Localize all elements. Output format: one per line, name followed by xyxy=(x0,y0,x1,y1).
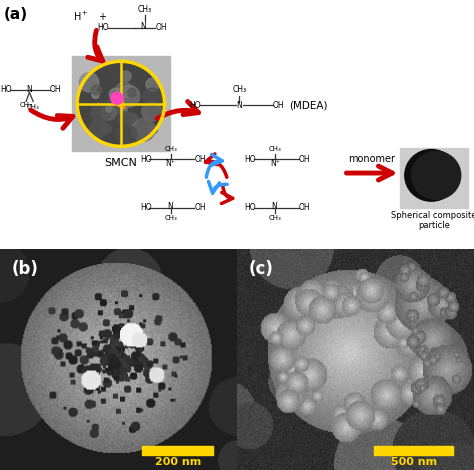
Text: HO: HO xyxy=(140,203,152,212)
Text: HO: HO xyxy=(97,23,109,32)
Circle shape xyxy=(118,112,133,126)
Circle shape xyxy=(405,149,458,201)
Bar xyxy=(400,148,468,208)
Circle shape xyxy=(146,78,159,91)
Text: OH: OH xyxy=(155,23,167,32)
Circle shape xyxy=(143,88,162,106)
Circle shape xyxy=(91,85,101,95)
Circle shape xyxy=(90,121,107,137)
Bar xyxy=(142,446,213,454)
Circle shape xyxy=(102,99,120,117)
Text: 500 nm: 500 nm xyxy=(391,457,437,467)
Text: OH: OH xyxy=(299,155,310,164)
Text: CH₃: CH₃ xyxy=(164,215,177,221)
Text: N: N xyxy=(27,85,32,94)
Circle shape xyxy=(117,125,137,145)
Text: monomer: monomer xyxy=(348,154,396,164)
Text: H$^+$   +: H$^+$ + xyxy=(73,9,108,23)
Text: N⁺: N⁺ xyxy=(166,159,175,168)
Text: OH: OH xyxy=(50,86,62,94)
Circle shape xyxy=(120,71,131,81)
Text: (MDEA): (MDEA) xyxy=(289,100,328,110)
Text: N⁺: N⁺ xyxy=(270,159,280,168)
Circle shape xyxy=(124,113,138,126)
Text: OH: OH xyxy=(194,155,206,164)
Text: N: N xyxy=(141,22,146,31)
Text: (c): (c) xyxy=(249,260,273,278)
Text: Spherical composite
particle: Spherical composite particle xyxy=(391,211,474,230)
Circle shape xyxy=(118,105,127,114)
Text: (a): (a) xyxy=(4,7,28,22)
Text: SMCN: SMCN xyxy=(104,158,137,168)
Text: HO: HO xyxy=(140,155,152,164)
Bar xyxy=(374,446,453,454)
Circle shape xyxy=(117,85,140,107)
Text: N: N xyxy=(167,202,173,211)
Circle shape xyxy=(128,88,137,97)
Circle shape xyxy=(149,125,158,134)
Circle shape xyxy=(115,97,120,102)
Text: CH₃: CH₃ xyxy=(137,5,152,14)
Text: HO: HO xyxy=(244,203,256,212)
Text: (b): (b) xyxy=(12,260,39,278)
Text: N: N xyxy=(271,202,277,211)
Circle shape xyxy=(132,118,155,141)
Circle shape xyxy=(111,92,123,104)
Text: CH₃: CH₃ xyxy=(164,146,177,152)
Text: 200 nm: 200 nm xyxy=(155,457,201,467)
Circle shape xyxy=(77,61,164,146)
Text: HO: HO xyxy=(0,86,12,94)
Circle shape xyxy=(106,107,112,112)
Circle shape xyxy=(122,73,128,79)
Text: HO: HO xyxy=(190,101,201,110)
Circle shape xyxy=(109,88,122,101)
Circle shape xyxy=(91,102,111,122)
Circle shape xyxy=(92,91,99,98)
Text: OH: OH xyxy=(299,203,310,212)
Text: CH₃: CH₃ xyxy=(269,146,281,152)
Text: CH₃: CH₃ xyxy=(20,102,33,108)
Circle shape xyxy=(79,73,99,92)
Text: HO: HO xyxy=(244,155,256,164)
Circle shape xyxy=(411,151,461,199)
Text: OH: OH xyxy=(273,101,284,110)
Text: OH: OH xyxy=(194,203,206,212)
Text: CH₃: CH₃ xyxy=(232,86,246,94)
Circle shape xyxy=(142,102,162,121)
Text: N: N xyxy=(237,101,242,110)
Circle shape xyxy=(101,123,112,133)
Text: CH₃: CH₃ xyxy=(27,104,40,110)
Circle shape xyxy=(101,105,117,120)
Bar xyxy=(72,56,170,151)
Circle shape xyxy=(116,82,132,98)
Text: CH₃: CH₃ xyxy=(269,215,281,221)
